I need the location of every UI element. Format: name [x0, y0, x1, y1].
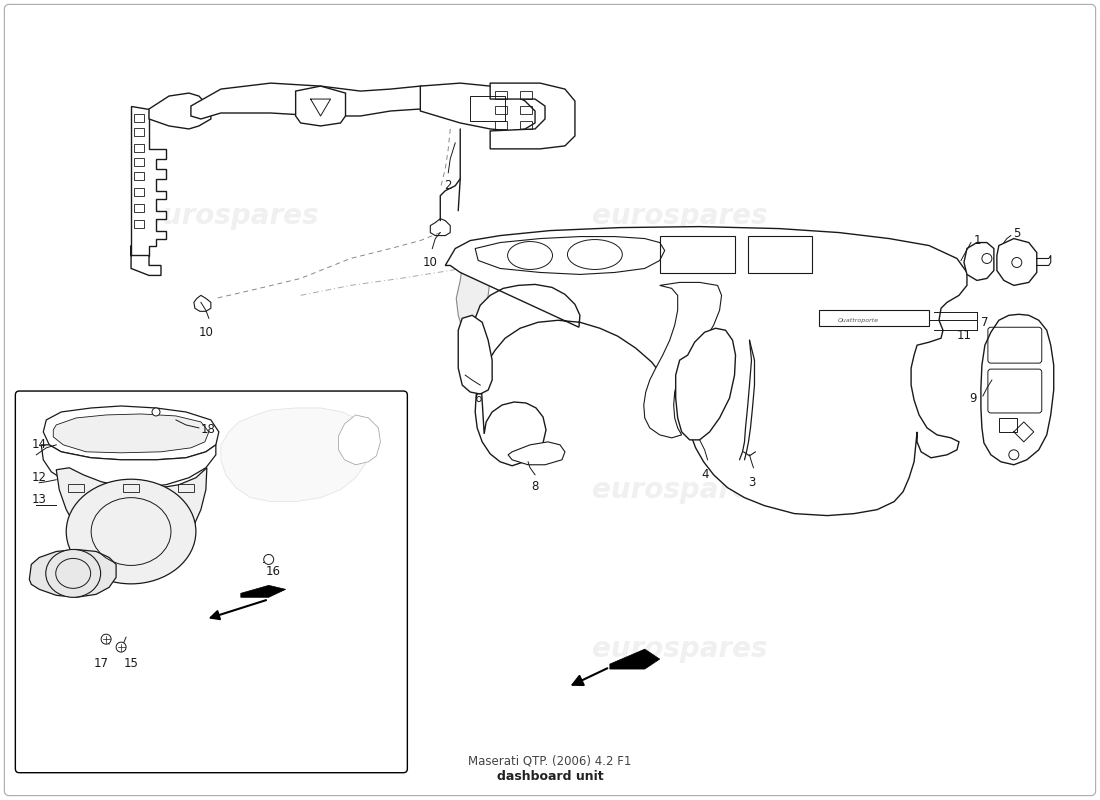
Text: eurospares: eurospares: [143, 202, 319, 230]
Polygon shape: [964, 242, 994, 281]
Text: dashboard unit: dashboard unit: [497, 770, 603, 783]
Bar: [748, 235, 812, 274]
Polygon shape: [981, 314, 1054, 465]
Text: 18: 18: [201, 423, 216, 436]
Text: 8: 8: [531, 480, 539, 493]
Bar: [134, 172, 144, 180]
Polygon shape: [131, 106, 166, 255]
Polygon shape: [997, 238, 1037, 286]
Bar: [134, 114, 144, 122]
Bar: [470, 96, 505, 121]
Text: 11: 11: [957, 329, 972, 342]
Polygon shape: [296, 86, 345, 126]
Text: 9: 9: [969, 391, 977, 405]
Text: 1: 1: [974, 234, 981, 247]
Circle shape: [152, 408, 160, 416]
Bar: [134, 220, 144, 228]
Text: 16: 16: [266, 565, 280, 578]
Text: eurospares: eurospares: [592, 476, 768, 504]
Text: 10: 10: [422, 255, 438, 269]
Bar: [520, 121, 532, 129]
Text: 10: 10: [198, 326, 213, 339]
Bar: [660, 235, 735, 274]
Polygon shape: [675, 328, 736, 440]
Bar: [134, 128, 144, 136]
Polygon shape: [43, 406, 219, 460]
Ellipse shape: [46, 550, 100, 598]
Polygon shape: [194, 295, 211, 311]
Polygon shape: [339, 415, 381, 465]
Text: 12: 12: [31, 471, 46, 484]
Bar: [520, 91, 532, 99]
Polygon shape: [475, 237, 664, 274]
Text: eurospares: eurospares: [592, 202, 768, 230]
Bar: [134, 188, 144, 196]
Text: 14: 14: [31, 438, 46, 451]
Polygon shape: [221, 408, 371, 502]
Text: eurospares: eurospares: [592, 635, 768, 663]
Polygon shape: [456, 250, 491, 332]
Polygon shape: [508, 442, 565, 465]
Bar: [134, 158, 144, 166]
Bar: [178, 484, 194, 492]
Bar: [134, 144, 144, 152]
Bar: [495, 121, 507, 129]
Polygon shape: [191, 83, 491, 119]
Text: Quattroporte: Quattroporte: [837, 318, 879, 322]
Text: 15: 15: [123, 657, 139, 670]
Polygon shape: [241, 586, 286, 598]
Text: 6: 6: [474, 392, 482, 405]
Text: 2: 2: [444, 178, 452, 192]
Bar: [495, 91, 507, 99]
Text: 4: 4: [702, 468, 710, 481]
Bar: [820, 310, 930, 326]
Text: 17: 17: [94, 657, 109, 670]
Polygon shape: [644, 282, 722, 438]
FancyBboxPatch shape: [15, 391, 407, 773]
Circle shape: [264, 554, 274, 565]
Ellipse shape: [66, 479, 196, 584]
Text: 7: 7: [981, 316, 989, 329]
Bar: [68, 484, 85, 492]
Text: eurospares: eurospares: [143, 476, 319, 504]
Polygon shape: [42, 445, 216, 488]
Text: 3: 3: [748, 476, 756, 489]
Text: 13: 13: [31, 493, 46, 506]
Circle shape: [117, 642, 126, 652]
Polygon shape: [148, 93, 211, 129]
Bar: [999, 418, 1016, 432]
Polygon shape: [131, 246, 161, 275]
Polygon shape: [53, 414, 209, 453]
Bar: [134, 204, 144, 212]
Polygon shape: [420, 83, 535, 131]
Polygon shape: [609, 649, 660, 669]
Bar: [123, 484, 139, 492]
Polygon shape: [446, 226, 967, 515]
Text: 5: 5: [1013, 227, 1020, 240]
Circle shape: [101, 634, 111, 644]
Polygon shape: [430, 218, 450, 235]
Polygon shape: [491, 83, 575, 149]
Text: Maserati QTP. (2006) 4.2 F1: Maserati QTP. (2006) 4.2 F1: [469, 754, 631, 767]
Bar: [495, 106, 507, 114]
Polygon shape: [56, 468, 207, 554]
Bar: [520, 106, 532, 114]
Polygon shape: [459, 315, 492, 394]
Polygon shape: [30, 550, 117, 598]
